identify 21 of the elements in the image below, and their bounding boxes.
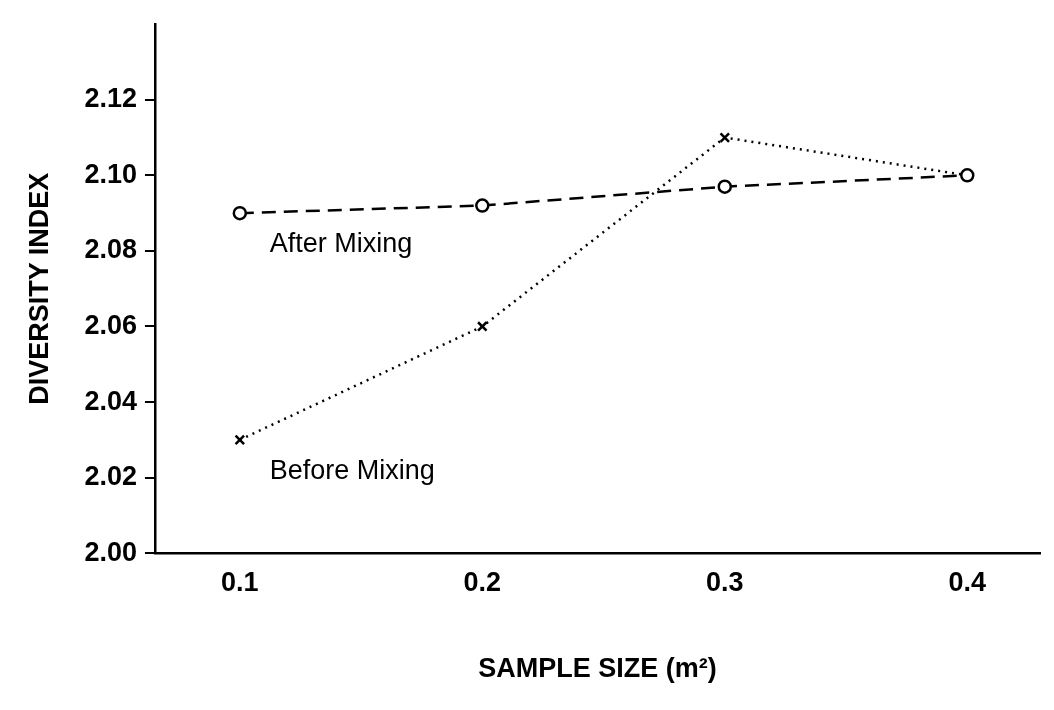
y-tick-label: 2.06 (84, 309, 137, 340)
x-axis-title: SAMPLE SIZE (m²) (478, 653, 717, 684)
series-label: Before Mixing (269, 454, 435, 485)
y-axis-title: DIVERSITY INDEX (23, 172, 54, 405)
y-tick-label: 2.10 (84, 158, 137, 189)
y-tick-label: 2.12 (84, 83, 137, 114)
x-tick-label: 0.1 (221, 566, 259, 597)
y-tick-label: 2.08 (84, 234, 137, 265)
y-tick-label: 2.00 (84, 536, 137, 567)
point (717, 179, 733, 194)
point (234, 434, 246, 446)
x-tick-label: 0.3 (706, 566, 744, 597)
point (719, 132, 731, 144)
y-tick-label: 2.04 (84, 385, 137, 416)
point (476, 320, 488, 332)
x-tick-label: 0.2 (463, 566, 502, 597)
series-label: After Mixing (269, 228, 413, 259)
point (232, 205, 248, 221)
x-tick-label: 0.4 (948, 566, 987, 597)
point (475, 198, 490, 213)
y-tick-label: 2.02 (84, 461, 137, 492)
